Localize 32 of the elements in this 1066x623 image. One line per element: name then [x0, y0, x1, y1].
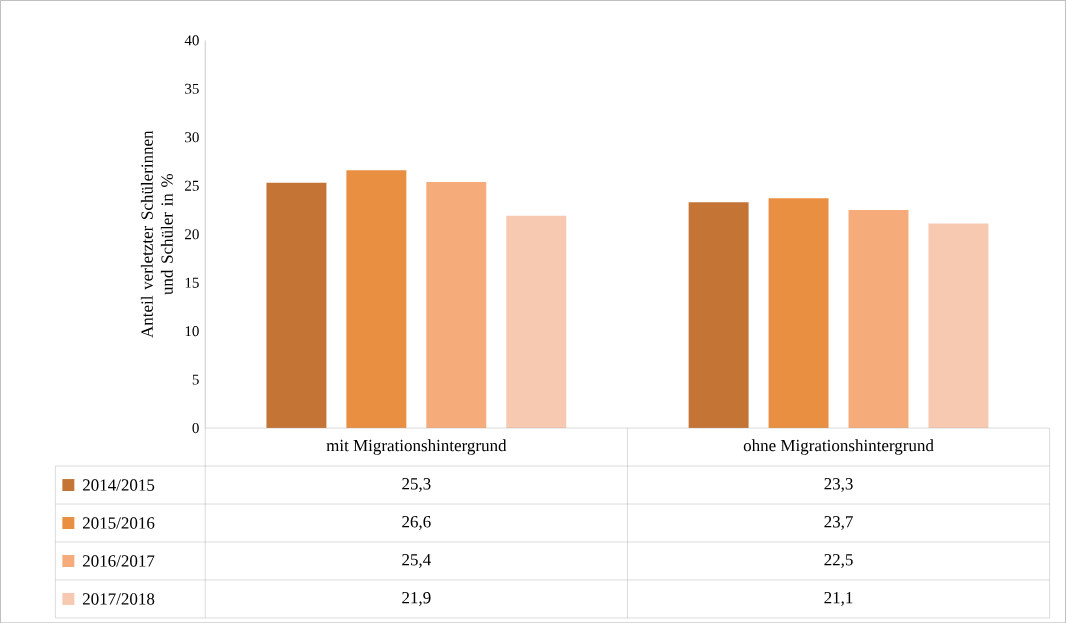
y-tick-label: 20	[185, 229, 199, 240]
y-axis-title: Anteil verletzter Schülerinnen und Schüler in %	[140, 130, 173, 338]
data-label: 21,9	[402, 591, 431, 606]
bar	[848, 209, 909, 428]
bar	[688, 202, 749, 428]
data-label: 23,3	[824, 477, 853, 492]
y-tick-label: 40	[184, 35, 199, 46]
y-tick-label: 25	[185, 180, 199, 191]
y-tick-label: 5	[192, 374, 199, 385]
data-label: 21,1	[824, 591, 853, 606]
data-label: 22,5	[824, 553, 853, 568]
bar	[346, 170, 407, 428]
data-label: 25,3	[402, 477, 431, 492]
y-tick-label: 10	[185, 325, 199, 337]
y-tick-label: 35	[185, 83, 199, 94]
data-label: 26,6	[402, 515, 431, 530]
legend-label: 2016/2017	[82, 555, 155, 567]
legend-label: 2014/2015	[82, 479, 155, 491]
legend-label: 2015/2016	[82, 517, 155, 529]
x-tick-label: ohne Migrationshintergrund	[743, 439, 934, 455]
bar	[928, 223, 989, 428]
bar	[768, 198, 829, 428]
y-tick-label: 0	[192, 422, 199, 433]
y-tick-label: 30	[185, 132, 199, 143]
data-label: 23,7	[824, 515, 853, 530]
legend-label: 2017/2018	[82, 593, 155, 605]
bar	[506, 215, 567, 428]
bar	[266, 182, 327, 428]
y-tick-label: 15	[185, 277, 199, 288]
bar	[426, 181, 487, 428]
data-label: 25,4	[402, 553, 431, 568]
x-tick-label: mit Migrationshintergrund	[326, 439, 507, 455]
